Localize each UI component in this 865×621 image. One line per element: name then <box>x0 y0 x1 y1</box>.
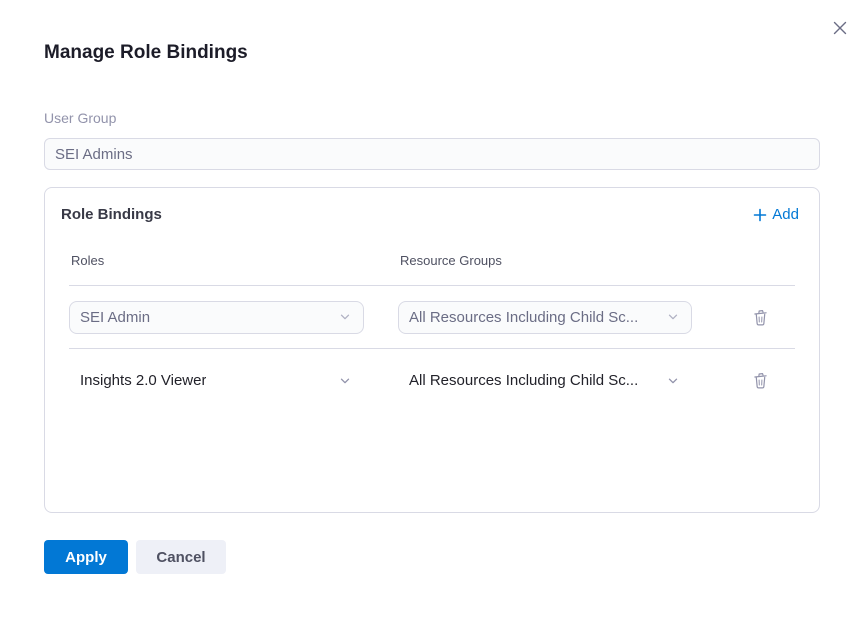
user-group-input[interactable] <box>44 138 820 170</box>
table-header-row: Roles Resource Groups <box>69 253 795 286</box>
role-select[interactable]: Insights 2.0 Viewer <box>69 364 364 397</box>
close-icon <box>831 19 849 37</box>
table-row: SEI Admin All Resources Including Child … <box>69 286 795 349</box>
trash-icon <box>752 308 769 327</box>
role-bindings-card: Role Bindings Add Roles Resource Groups … <box>44 187 820 513</box>
cancel-button[interactable]: Cancel <box>136 540 226 574</box>
role-bindings-table: Roles Resource Groups SEI Admin All Reso… <box>69 253 795 412</box>
resource-group-select[interactable]: All Resources Including Child Sc... <box>398 300 692 334</box>
delete-row-button[interactable] <box>748 304 773 331</box>
dialog-actions: Apply Cancel <box>44 540 820 574</box>
add-button-label: Add <box>772 206 799 223</box>
chevron-down-icon <box>667 311 679 323</box>
manage-role-bindings-dialog: Manage Role Bindings User Group Role Bin… <box>44 0 820 574</box>
resource-group-select-value: All Resources Including Child Sc... <box>409 372 639 389</box>
role-bindings-title: Role Bindings <box>61 206 162 223</box>
chevron-down-icon <box>339 311 351 323</box>
role-select-value: Insights 2.0 Viewer <box>80 372 207 389</box>
close-button[interactable] <box>829 17 851 39</box>
chevron-down-icon <box>339 375 351 387</box>
chevron-down-icon <box>667 375 679 387</box>
column-header-roles: Roles <box>71 253 105 268</box>
delete-row-button[interactable] <box>748 367 773 394</box>
table-row: Insights 2.0 Viewer All Resources Includ… <box>69 349 795 412</box>
dialog-title: Manage Role Bindings <box>44 42 248 63</box>
resource-group-select-value: All Resources Including Child Sc... <box>409 308 639 326</box>
role-select-value: SEI Admin <box>80 308 151 326</box>
plus-icon <box>753 208 767 222</box>
column-header-resource-groups: Resource Groups <box>400 253 502 268</box>
resource-group-select[interactable]: All Resources Including Child Sc... <box>398 364 692 397</box>
add-role-binding-button[interactable]: Add <box>749 204 803 225</box>
user-group-label: User Group <box>44 110 117 126</box>
trash-icon <box>752 371 769 390</box>
role-select[interactable]: SEI Admin <box>69 300 364 334</box>
apply-button[interactable]: Apply <box>44 540 128 574</box>
